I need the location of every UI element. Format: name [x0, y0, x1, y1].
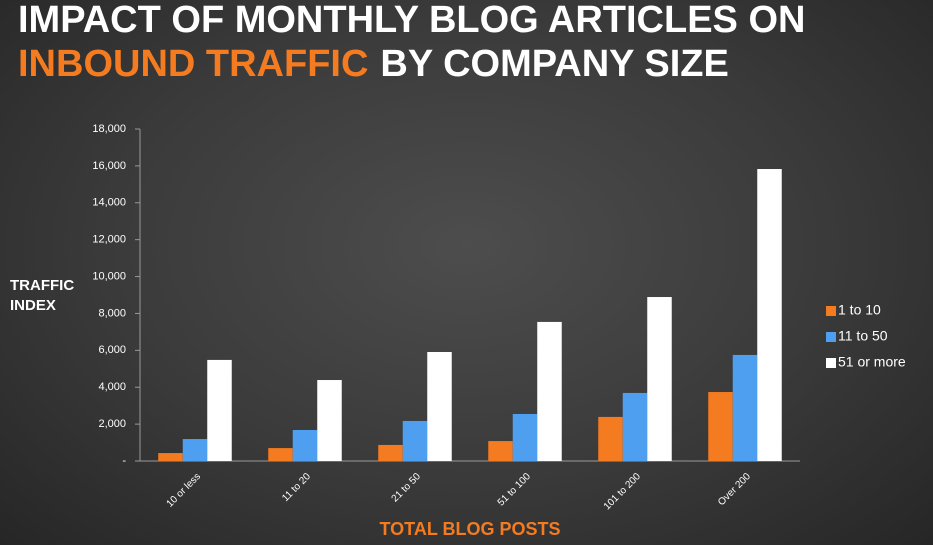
bar [622, 392, 648, 461]
legend-label: 11 to 50 [838, 328, 888, 344]
y-tick-label: 4,000 [98, 381, 126, 393]
legend-swatch [826, 306, 836, 316]
title-line2: INBOUND TRAFFIC BY COMPANY SIZE [18, 43, 729, 85]
bar [647, 297, 672, 461]
bar [512, 413, 538, 461]
y-tick-label: 14,000 [92, 197, 126, 209]
y-tick-label: 10,000 [92, 270, 126, 282]
y-tick-label: 18,000 [92, 123, 126, 135]
bar [378, 444, 403, 461]
bar [757, 169, 782, 461]
bar [158, 453, 183, 461]
y-tick-label: 6,000 [98, 344, 126, 356]
bar [732, 354, 758, 461]
bar [182, 439, 208, 461]
x-axis-label: TOTAL BLOG POSTS [379, 519, 560, 539]
bar [537, 321, 562, 461]
x-tick-label: 11 to 20 [280, 471, 313, 504]
x-tick-label: 10 or less [165, 471, 203, 509]
bar [268, 448, 293, 461]
title: IMPACT OF MONTHLY BLOG ARTICLES ON [18, 0, 805, 41]
y-tick-label: 12,000 [92, 234, 126, 246]
x-tick-label: Over 200 [716, 471, 753, 508]
x-tick-label: 101 to 200 [602, 471, 644, 513]
y-tick-label: 16,000 [92, 160, 126, 172]
bar [402, 420, 428, 461]
y-tick-label: 8,000 [98, 307, 126, 319]
bar [292, 430, 318, 461]
legend-label: 1 to 10 [838, 302, 881, 318]
x-tick-label: 21 to 50 [390, 471, 424, 505]
bar [317, 380, 342, 461]
y-axis-label: TRAFFIC INDEX [10, 277, 75, 314]
y-tick-label: 2,000 [98, 418, 126, 430]
title-highlight: INBOUND TRAFFIC [18, 43, 368, 85]
title-rest: BY COMPANY SIZE [380, 43, 728, 85]
y-tick-label: - [122, 455, 126, 467]
bar [488, 441, 513, 461]
legend-swatch [826, 332, 836, 342]
legend-label: 51 or more [838, 354, 906, 370]
legend-swatch [826, 358, 836, 368]
bar [427, 351, 452, 461]
x-tick-label: 51 to 100 [496, 471, 534, 509]
bar [708, 392, 733, 461]
bar [598, 416, 623, 461]
bar [207, 359, 232, 461]
